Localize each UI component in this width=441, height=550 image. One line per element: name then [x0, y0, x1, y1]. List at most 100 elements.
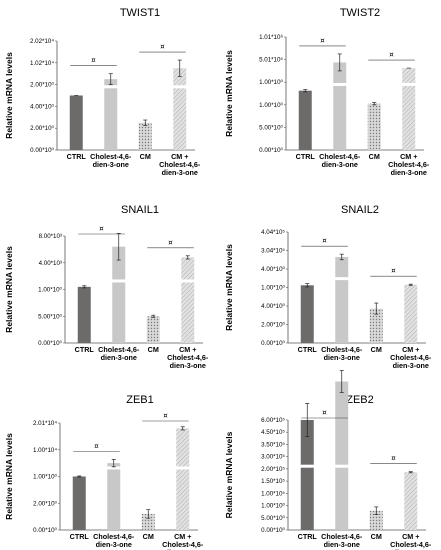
y-axis-label: Relative mRNA levels — [224, 50, 234, 137]
y-tick-label: 2.00*10⁰ — [30, 82, 54, 89]
y-tick-label: 0.00*10⁰ — [30, 147, 54, 154]
y-tick-label: 2.01*10⁴ — [33, 420, 57, 427]
bar-2 — [146, 316, 160, 343]
significance-symbol: ¤ — [391, 267, 396, 275]
bar-3 — [402, 68, 416, 150]
axis-break-band — [175, 466, 191, 470]
x-tick-label: Cholest-4,6- — [162, 540, 204, 549]
x-tick-label: dien-3-one — [93, 160, 129, 169]
chart-title: TWIST1 — [120, 7, 160, 19]
axis-break-band — [111, 279, 127, 283]
significance-symbol: ¤ — [99, 225, 104, 233]
bar-0 — [69, 95, 83, 150]
y-tick-label: 0.00*10⁰ — [33, 527, 57, 534]
x-tick-label: CM + — [179, 345, 196, 354]
x-tick-label: Cholest-4,6- — [321, 345, 363, 354]
x-tick-label: dien-3-one — [165, 548, 201, 550]
x-tick-label: dien-3-one — [170, 361, 206, 370]
y-tick-label: 8.00*10³ — [39, 233, 62, 240]
x-tick-label: Cholest-4,6- — [321, 532, 363, 541]
x-tick-label: CM — [369, 152, 380, 161]
x-tick-label: Cholest-4,6- — [167, 353, 209, 362]
y-tick-label: 5.00*10⁰ — [261, 515, 285, 522]
bar-1 — [107, 463, 121, 530]
y-tick-label: 2.00*10⁰ — [261, 322, 285, 329]
x-tick-label: Cholest-4,6- — [98, 345, 140, 354]
bar-0 — [300, 285, 314, 343]
chart-panel-zeb2: ZEB2 Relative mRNA levels 0.00*10⁰ 5.00*10⁰… — [224, 370, 432, 550]
x-tick-label: dien-3-one — [324, 353, 360, 362]
chart-title: TWIST2 — [340, 7, 380, 19]
y-tick-label: 0.00*10⁰ — [38, 340, 62, 347]
bar-3 — [181, 257, 195, 343]
y-tick-label: 1.00*10⁰ — [259, 79, 283, 86]
x-tick-label: Cholest-4,6- — [319, 152, 361, 161]
y-tick-label: 0.00*10⁰ — [261, 340, 285, 347]
bar-2 — [369, 308, 383, 343]
y-axis-label: Relative mRNA levels — [224, 244, 234, 331]
x-tick-label: dien-3-one — [391, 168, 427, 177]
x-tick-label: CTRL — [298, 532, 318, 541]
y-tick-label: 1.00*10⁰ — [38, 287, 62, 294]
chart-title: SNAIL2 — [341, 204, 379, 216]
bar-3 — [173, 68, 187, 150]
y-tick-label: 1.01*10⁶ — [259, 34, 283, 41]
x-tick-label: CM + — [171, 152, 188, 161]
bar-3 — [176, 428, 190, 530]
chart-panel-zeb1: ZEB1 Relative mRNA levels 0.00*10⁰ 2.00*10⁰… — [4, 394, 204, 550]
axis-break-band — [334, 277, 350, 281]
bar-1 — [104, 79, 118, 150]
significance-symbol: ¤ — [91, 57, 96, 65]
x-tick-label: dien-3-one — [393, 548, 429, 550]
bar-2 — [367, 103, 381, 150]
y-tick-label: 1.00*10⁵ — [261, 490, 285, 497]
y-tick-label: 4.00*10⁰ — [30, 103, 54, 110]
y-tick-label: 4.04*10⁵ — [261, 229, 285, 236]
significance-symbol: ¤ — [160, 43, 165, 51]
bar-1 — [335, 256, 349, 343]
bar-2 — [369, 510, 383, 530]
x-tick-label: Cholest-4,6- — [159, 160, 201, 169]
y-tick-label: 1.00*10⁰ — [261, 503, 285, 510]
y-tick-label: 4.50*10⁵ — [261, 429, 285, 436]
x-tick-label: Cholest-4,6- — [90, 152, 132, 161]
bar-1 — [112, 246, 126, 343]
y-tick-label: 4.00*10³ — [39, 260, 62, 267]
significance-symbol: ¤ — [322, 237, 327, 245]
significance-symbol: ¤ — [391, 455, 396, 463]
x-tick-label: dien-3-one — [101, 353, 137, 362]
x-tick-label: CTRL — [70, 532, 90, 541]
y-tick-label: 2.02*10⁴ — [30, 38, 54, 45]
axis-break-band — [103, 85, 119, 89]
x-tick-label: Cholest-4,6- — [390, 540, 432, 549]
y-tick-label: 6.00*10⁵ — [261, 417, 285, 424]
axis-break-band — [332, 82, 348, 86]
y-tick-label: 4.00*10⁰ — [261, 266, 285, 273]
x-tick-label: CM — [143, 532, 154, 541]
x-tick-label: CM — [371, 532, 382, 541]
x-tick-label: dien-3-one — [96, 540, 132, 549]
axis-break-band — [180, 279, 196, 283]
y-tick-label: 1.00*10⁰ — [261, 285, 285, 292]
y-tick-label: 3.04*10⁵ — [261, 248, 285, 255]
x-tick-label: Cholest-4,6- — [388, 160, 430, 169]
x-tick-label: CM + — [174, 532, 191, 541]
significance-symbol: ¤ — [389, 51, 394, 59]
significance-symbol: ¤ — [163, 412, 168, 420]
x-tick-label: Cholest-4,6- — [93, 532, 135, 541]
bar-0 — [72, 476, 86, 530]
x-tick-label: CM — [148, 345, 159, 354]
y-tick-label: 2.00*10⁰ — [30, 125, 54, 132]
axis-break-band — [401, 82, 417, 86]
chart-panel-snail1: SNAIL1 Relative mRNA levels 0.00*10⁰ 5.00*1… — [4, 204, 209, 370]
y-tick-label: 1.00*10⁰ — [259, 102, 283, 109]
y-tick-label: 1.00*10⁰ — [33, 474, 57, 481]
x-tick-label: CM + — [402, 532, 419, 541]
x-tick-label: CTRL — [298, 345, 318, 354]
y-axis-label: Relative mRNA levels — [224, 431, 234, 518]
bar-0 — [300, 420, 314, 530]
y-axis-label: Relative mRNA levels — [4, 433, 14, 520]
bar-1 — [335, 381, 349, 530]
x-tick-label: dien-3-one — [393, 361, 429, 370]
